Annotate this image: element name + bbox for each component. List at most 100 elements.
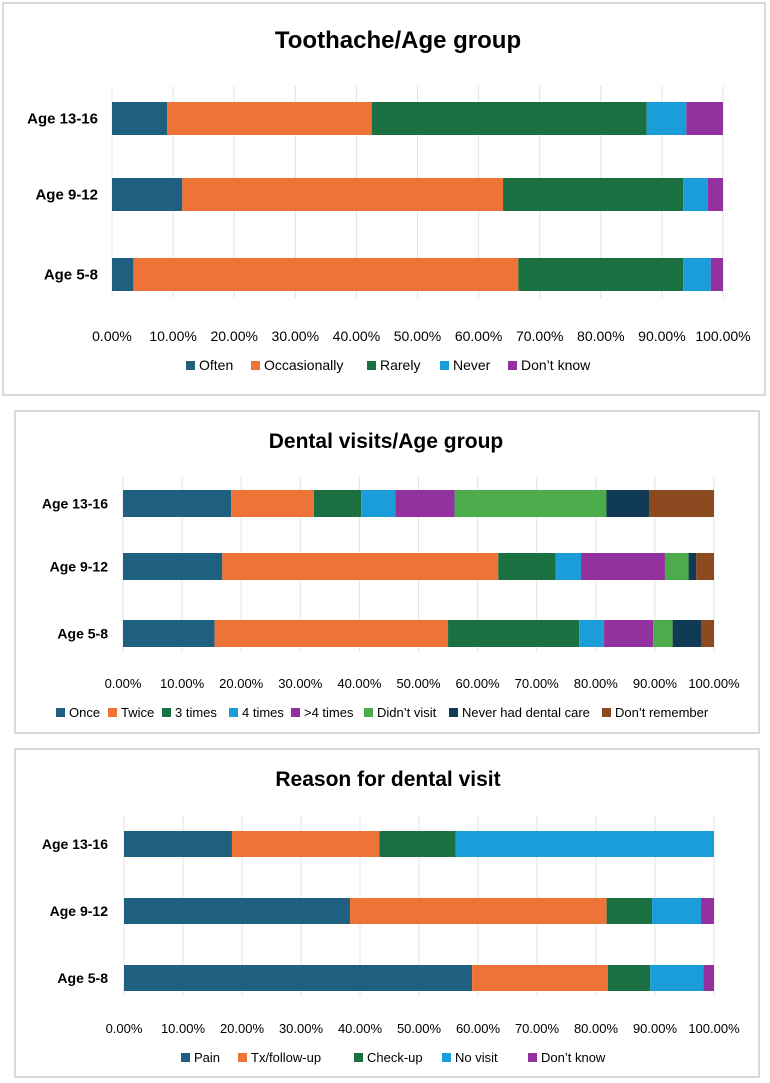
bar-4-times-age-9-12 bbox=[581, 553, 665, 580]
x-tick-label: 50.00% bbox=[397, 1021, 442, 1036]
bar-don-t-know-age-13-16 bbox=[686, 102, 723, 135]
bar-don-t-know-age-5-8 bbox=[703, 965, 714, 991]
bar-once-age-13-16 bbox=[123, 490, 232, 517]
x-tick-label: 100.00% bbox=[688, 1021, 740, 1036]
x-tick-label: 10.00% bbox=[149, 328, 196, 344]
legend-label-4-times: 4 times bbox=[242, 705, 284, 720]
bar-twice-age-13-16 bbox=[231, 490, 314, 517]
legend-label-3-times: 3 times bbox=[175, 705, 217, 720]
bar-pain-age-13-16 bbox=[124, 831, 232, 857]
bar-4-times-age-9-12 bbox=[555, 553, 582, 580]
category-label: Age 5-8 bbox=[57, 970, 108, 986]
dental-visits-chart-svg: Dental visits/Age group 0.00% 10.00% 20.00%… bbox=[42, 430, 740, 720]
category-label: Age 13-16 bbox=[27, 111, 98, 128]
toothache-chart-svg: Toothache/Age group 0.00% 10.00% 20.00% 30.0… bbox=[27, 27, 751, 373]
x-tick-label: 100.00% bbox=[695, 328, 750, 344]
legend-swatch-rarely bbox=[367, 361, 376, 370]
bar-didn-t-visit-age-5-8 bbox=[653, 620, 673, 647]
x-tick-label: 90.00% bbox=[633, 676, 678, 691]
bar-often-age-5-8 bbox=[112, 258, 134, 291]
chart-panel-dental-visits: Dental visits/Age group 0.00% 10.00% 20.00%… bbox=[14, 410, 760, 734]
bar-3-times-age-13-16 bbox=[313, 490, 362, 517]
bar-never-age-5-8 bbox=[683, 258, 711, 291]
bar-3-times-age-5-8 bbox=[448, 620, 580, 647]
bar-check-up-age-13-16 bbox=[379, 831, 456, 857]
x-tick-label: 10.00% bbox=[160, 676, 205, 691]
legend-swatch-twice bbox=[108, 708, 117, 717]
legend-swatch-no-visit bbox=[442, 1053, 451, 1062]
x-tick-label: 60.00% bbox=[456, 1021, 501, 1036]
bar-twice-age-5-8 bbox=[214, 620, 449, 647]
legend-label-once: Once bbox=[69, 705, 100, 720]
legend-label-no-visit: No visit bbox=[455, 1050, 498, 1065]
bar-4-times-age-13-16 bbox=[395, 490, 455, 517]
legend-label-don-t-remember: Don’t remember bbox=[615, 705, 709, 720]
x-tick-label: 20.00% bbox=[220, 1021, 265, 1036]
bar-pain-age-9-12 bbox=[124, 898, 350, 924]
bar-4-times-age-5-8 bbox=[579, 620, 605, 647]
bar-pain-age-5-8 bbox=[124, 965, 473, 991]
bar-often-age-13-16 bbox=[112, 102, 167, 135]
x-tick-label: 80.00% bbox=[574, 676, 619, 691]
x-tick-label: 70.00% bbox=[516, 328, 563, 344]
bar-never-age-13-16 bbox=[646, 102, 687, 135]
x-tick-label: 50.00% bbox=[394, 328, 441, 344]
reason-chart-svg: Reason for dental visit 0.00% 10.00% 20.00%… bbox=[42, 768, 740, 1065]
bar-don-t-remember-age-9-12 bbox=[696, 553, 714, 580]
x-tick-label: 20.00% bbox=[219, 676, 264, 691]
legend-swatch-4-times bbox=[291, 708, 300, 717]
x-tick-label: 30.00% bbox=[272, 328, 319, 344]
category-label: Age 5-8 bbox=[57, 626, 108, 642]
legend-swatch-never bbox=[440, 361, 449, 370]
bar-check-up-age-9-12 bbox=[606, 898, 653, 924]
legend-label-twice: Twice bbox=[121, 705, 154, 720]
legend-label-didn-t-visit: Didn’t visit bbox=[377, 705, 437, 720]
chart-title: Reason for dental visit bbox=[275, 768, 500, 791]
bar-never-age-9-12 bbox=[683, 178, 708, 211]
category-label: Age 13-16 bbox=[42, 836, 108, 852]
bar-no-visit-age-9-12 bbox=[652, 898, 702, 924]
x-tick-label: 20.00% bbox=[210, 328, 257, 344]
bar-occasionally-age-5-8 bbox=[133, 258, 519, 291]
chart-title: Toothache/Age group bbox=[275, 27, 521, 54]
category-label: Age 9-12 bbox=[50, 559, 109, 575]
bar-often-age-9-12 bbox=[112, 178, 183, 211]
bar-rarely-age-13-16 bbox=[371, 102, 647, 135]
category-label: Age 5-8 bbox=[44, 267, 98, 284]
legend-label-pain: Pain bbox=[194, 1050, 220, 1065]
x-tick-label: 40.00% bbox=[337, 676, 382, 691]
bar-4-times-age-13-16 bbox=[361, 490, 396, 517]
bar-once-age-9-12 bbox=[123, 553, 223, 580]
legend-label-check-up: Check-up bbox=[367, 1050, 423, 1065]
legend-swatch-never-had-dental-care bbox=[449, 708, 458, 717]
x-tick-label: 80.00% bbox=[577, 328, 624, 344]
x-tick-label: 80.00% bbox=[574, 1021, 619, 1036]
x-tick-label: 90.00% bbox=[633, 1021, 678, 1036]
x-tick-label: 0.00% bbox=[92, 328, 132, 344]
chart-title: Dental visits/Age group bbox=[269, 430, 504, 453]
x-tick-label: 60.00% bbox=[456, 676, 501, 691]
bar-occasionally-age-9-12 bbox=[182, 178, 504, 211]
chart-panel-reason: Reason for dental visit 0.00% 10.00% 20.00%… bbox=[14, 748, 760, 1078]
x-tick-label: 90.00% bbox=[638, 328, 685, 344]
x-tick-label: 40.00% bbox=[333, 328, 380, 344]
legend-swatch-don-t-know bbox=[528, 1053, 537, 1062]
x-tick-label: 60.00% bbox=[455, 328, 502, 344]
bar-didn-t-visit-age-13-16 bbox=[454, 490, 607, 517]
bar-rarely-age-5-8 bbox=[518, 258, 684, 291]
bar-don-t-remember-age-13-16 bbox=[648, 490, 714, 517]
legend-label-don-t-know: Don’t know bbox=[541, 1050, 606, 1065]
legend-label-often: Often bbox=[199, 357, 233, 373]
legend-swatch-check-up bbox=[354, 1053, 363, 1062]
x-tick-label: 70.00% bbox=[515, 676, 560, 691]
x-tick-label: 40.00% bbox=[338, 1021, 383, 1036]
legend-label-don-t-know: Don’t know bbox=[521, 357, 591, 373]
category-label: Age 9-12 bbox=[50, 903, 109, 919]
bar-never-had-dental-care-age-13-16 bbox=[606, 490, 649, 517]
bar-never-had-dental-care-age-9-12 bbox=[688, 553, 697, 580]
legend-label-never-had-dental-care: Never had dental care bbox=[462, 705, 590, 720]
legend-swatch-4-times bbox=[229, 708, 238, 717]
legend-label-occasionally: Occasionally bbox=[264, 357, 343, 373]
x-tick-label: 50.00% bbox=[396, 676, 441, 691]
legend-swatch-once bbox=[56, 708, 65, 717]
